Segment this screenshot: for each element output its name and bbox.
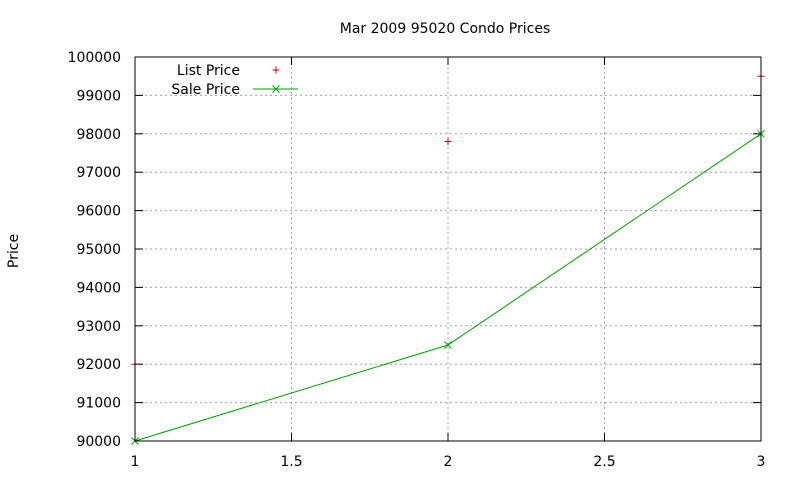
- y-tick-label: 90000: [76, 434, 121, 450]
- plot-frame: [134, 56, 762, 442]
- y-tick-label: 97000: [76, 165, 121, 181]
- y-axis-label: Price: [6, 234, 22, 268]
- y-tick-label: 93000: [76, 319, 121, 335]
- y-tick-label: 99000: [76, 88, 121, 104]
- legend: List Price Sale Price: [171, 63, 298, 98]
- x-tick-label: 2.5: [593, 454, 615, 470]
- y-tick-label: 95000: [76, 242, 121, 258]
- y-tick-label: 98000: [76, 127, 121, 143]
- y-tick-label: 94000: [76, 280, 121, 296]
- legend-label: List Price: [177, 63, 240, 79]
- x-tick-label: 2: [444, 454, 453, 470]
- x-tick-label: 1.5: [280, 454, 302, 470]
- grid-lines: [135, 57, 761, 441]
- x-tick-label: 1: [131, 454, 140, 470]
- x-tick-labels: 1 1.5 2 2.5 3: [131, 454, 766, 470]
- y-tick-labels: 90000 91000 92000 93000 94000 95000 96000 97000…: [68, 50, 121, 450]
- data-point: [444, 137, 452, 145]
- legend-label: Sale Price: [171, 82, 240, 98]
- y-tick-label: 92000: [76, 357, 121, 373]
- x-tick-label: 3: [757, 454, 766, 470]
- data-point: [444, 341, 452, 349]
- y-tick-label: 96000: [76, 204, 121, 220]
- y-tick-label: 100000: [68, 50, 121, 66]
- legend-marker: [272, 66, 280, 74]
- legend-marker: [272, 85, 280, 93]
- chart-title: Mar 2009 95020 Condo Prices: [340, 21, 551, 37]
- y-tick-label: 91000: [76, 396, 121, 412]
